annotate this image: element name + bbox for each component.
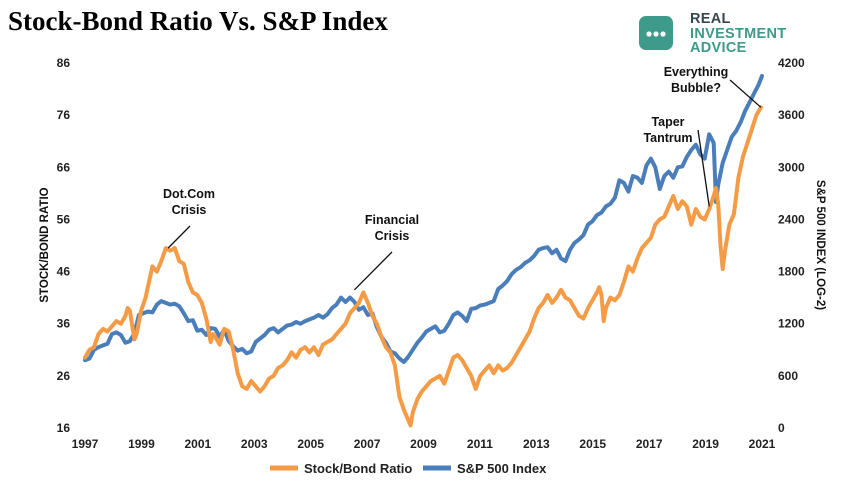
y-tick-label: 46 <box>57 265 71 279</box>
logo-line-1: REAL <box>690 11 731 27</box>
x-tick-label: 2003 <box>241 437 268 451</box>
y2-tick-label: 4200 <box>778 56 805 70</box>
series-line-stock-bond-ratio <box>83 105 763 428</box>
y-tick-label: 86 <box>57 56 71 70</box>
annotation-financial-crisis-text: Crisis <box>375 229 410 243</box>
plot-lines <box>83 74 764 428</box>
y2-tick-label: 3000 <box>778 160 805 174</box>
y2-tick-label: 0 <box>778 421 785 435</box>
y2-axis-title: S&P 500 INDEX (LOG-2) <box>814 180 826 310</box>
annotation-dotcom-text: Crisis <box>172 203 207 217</box>
y2-tick-label: 2400 <box>778 212 805 226</box>
y-tick-label: 56 <box>57 212 71 226</box>
annotation-financial-crisis-pointer <box>353 251 393 291</box>
series-line-sp500-index <box>83 74 764 364</box>
logo-text: REAL INVESTMENT ADVICE <box>690 12 786 56</box>
x-tick-label: 2015 <box>579 437 606 451</box>
annotations: Dot.Com Crisis Financial Crisis Taper Tantrum… <box>163 65 762 291</box>
y-tick-label: 26 <box>57 369 71 383</box>
x-tick-label: 2011 <box>467 437 493 451</box>
y-tick-label: 76 <box>57 108 71 122</box>
x-tick-label: 1999 <box>128 437 155 451</box>
annotation-everything-bubble-text: Everything <box>664 65 729 79</box>
logo-line-3: ADVICE <box>690 40 747 56</box>
logo-line-2: INVESTMENT <box>690 25 787 42</box>
x-tick-label: 2019 <box>692 437 719 451</box>
annotation-dotcom-text: Dot.Com <box>163 187 215 201</box>
annotation-everything-bubble-text: Bubble? <box>671 81 721 95</box>
x-tick-label: 2021 <box>749 437 776 451</box>
legend-label: S&P 500 Index <box>457 461 547 476</box>
annotation-dotcom-pointer <box>167 225 191 249</box>
x-tick-label: 2013 <box>523 437 550 451</box>
x-tick-label: 2005 <box>297 437 324 451</box>
logo-badge-icon <box>639 16 673 50</box>
annotation-taper-tantrum-text: Tantrum <box>643 131 692 145</box>
x-tick-label: 2007 <box>354 437 381 451</box>
y-tick-label: 16 <box>57 421 71 435</box>
y-tick-label: 36 <box>57 317 71 331</box>
y2-tick-label: 600 <box>778 369 798 383</box>
logo: REAL INVESTMENT ADVICE <box>638 10 838 58</box>
legend: Stock/Bond Ratio S&P 500 Index <box>270 461 547 476</box>
x-tick-label: 2009 <box>410 437 437 451</box>
x-tick-label: 2001 <box>184 437 211 451</box>
chart-title: Stock-Bond Ratio Vs. S&P Index <box>8 6 388 36</box>
x-tick-label: 2017 <box>636 437 663 451</box>
annotation-financial-crisis-text: Financial <box>365 213 419 227</box>
annotation-everything-bubble-pointer <box>729 79 762 108</box>
x-tick-label: 1997 <box>72 437 99 451</box>
y2-tick-label: 1200 <box>778 317 805 331</box>
y-axis-title: STOCK/BOND RATIO <box>39 187 51 302</box>
annotation-taper-tantrum-pointer <box>697 129 710 207</box>
y2-tick-label: 3600 <box>778 108 805 122</box>
legend-label: Stock/Bond Ratio <box>304 461 412 476</box>
axes: 16 26 36 46 56 66 76 86 0 600 1200 1800 2400 3000 3600… <box>39 56 826 451</box>
y-tick-label: 66 <box>57 160 71 174</box>
annotation-taper-tantrum-text: Taper <box>651 115 684 129</box>
y2-tick-label: 1800 <box>778 265 805 279</box>
